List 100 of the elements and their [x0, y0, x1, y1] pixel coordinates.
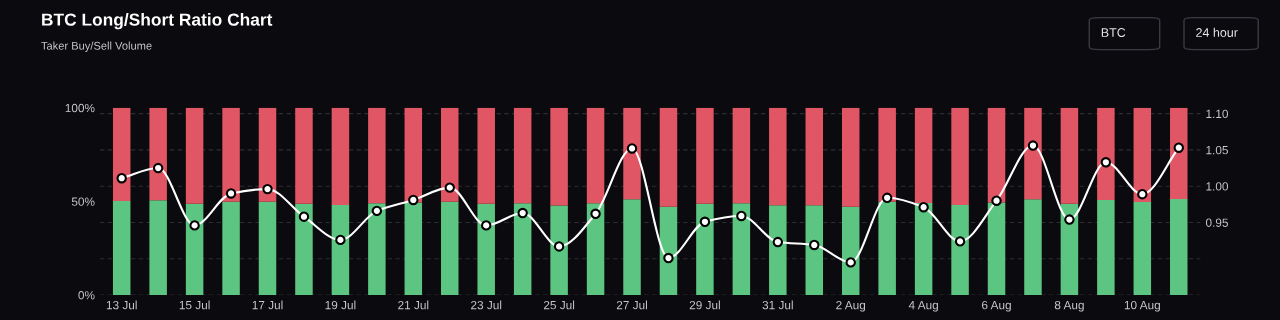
bar — [659, 107, 678, 207]
bar — [112, 200, 131, 296]
point — [189, 220, 200, 231]
bar — [841, 206, 860, 296]
bar — [368, 107, 386, 204]
bar — [441, 201, 459, 296]
point — [298, 211, 310, 222]
point — [991, 195, 1002, 206]
bar — [732, 203, 751, 296]
point — [152, 162, 164, 174]
x-tick-label: 23 Jul — [471, 300, 502, 310]
bar — [951, 205, 969, 296]
y-tick-label: 50% — [71, 197, 95, 206]
bar — [732, 107, 751, 204]
y-tick-label: 100% — [65, 103, 95, 113]
point — [335, 234, 346, 246]
chart-title: BTC Long/Short Ratio Chart — [42, 13, 273, 30]
y2-tick-label: 0.95 — [1205, 218, 1228, 227]
bar — [696, 203, 714, 296]
y2-tick-label: 1.05 — [1206, 145, 1228, 155]
point — [772, 236, 784, 248]
bar — [1060, 203, 1079, 296]
bar — [441, 107, 459, 202]
point — [225, 188, 237, 199]
bar — [769, 205, 787, 296]
point — [1100, 157, 1112, 168]
x-tick-label: 15 Jul — [179, 300, 210, 310]
bar — [185, 107, 204, 204]
bar — [1170, 107, 1188, 200]
bar — [258, 107, 277, 202]
y-tick-label: 0% — [78, 291, 95, 300]
x-tick-label: 2 Aug — [836, 300, 866, 312]
point — [918, 202, 929, 213]
bar — [841, 107, 860, 207]
bar — [1097, 107, 1115, 200]
bar — [914, 107, 933, 203]
x-tick-label: 29 Jul — [689, 300, 720, 310]
x-tick-label: 13 Jul — [106, 300, 137, 310]
bar — [586, 203, 605, 296]
bar — [185, 203, 204, 296]
bar — [1170, 199, 1188, 296]
x-tick-label: 27 Jul — [616, 300, 647, 310]
bar — [258, 201, 277, 296]
point — [663, 252, 674, 264]
bar — [878, 201, 896, 296]
point — [590, 208, 601, 219]
bar — [295, 107, 313, 204]
bar — [513, 203, 532, 296]
x-tick-label: 10 Aug — [1124, 300, 1160, 312]
point — [1173, 142, 1184, 153]
bar — [112, 107, 131, 201]
bar — [295, 203, 313, 296]
point — [262, 183, 273, 195]
bar — [149, 107, 167, 201]
bar — [586, 107, 605, 204]
point — [1027, 140, 1039, 151]
bar — [331, 107, 350, 205]
point — [954, 236, 966, 247]
chart-subtitle: Taker Buy/Sell Volume — [41, 41, 152, 52]
bar — [513, 107, 532, 204]
point — [444, 182, 455, 193]
bar — [987, 107, 1006, 203]
bar — [222, 107, 240, 202]
y2-tick-label: 1.00 — [1206, 182, 1229, 191]
point — [1137, 188, 1148, 200]
x-tick-label: 19 Jul — [325, 300, 356, 310]
point — [517, 207, 528, 219]
y2-tick-label: 1.10 — [1206, 109, 1229, 119]
bar — [1133, 202, 1152, 296]
bar — [222, 201, 240, 296]
bar — [1024, 107, 1042, 200]
bar — [477, 107, 495, 204]
bar — [696, 107, 714, 204]
bar — [477, 203, 495, 296]
point — [845, 257, 856, 268]
bar — [149, 200, 167, 296]
bar — [987, 202, 1006, 296]
point — [1064, 214, 1075, 225]
bar — [659, 206, 678, 296]
x-tick-label: 25 Jul — [543, 300, 575, 310]
bar — [951, 107, 969, 205]
x-tick-label: 4 Aug — [908, 301, 938, 312]
bar — [368, 203, 386, 296]
bar — [404, 202, 423, 296]
point — [626, 143, 638, 154]
bar — [914, 202, 933, 296]
bar — [805, 107, 824, 206]
point — [553, 241, 565, 252]
bar — [623, 199, 641, 296]
bar — [1060, 107, 1079, 204]
point — [881, 192, 893, 204]
bar — [769, 107, 787, 206]
bar — [550, 107, 568, 206]
text: BTC — [1101, 28, 1126, 37]
bar — [1133, 107, 1152, 202]
x-tick-label: 6 Aug — [982, 300, 1011, 312]
point — [371, 205, 383, 217]
text: 24 hour — [1196, 27, 1238, 37]
point — [116, 173, 127, 184]
point — [481, 220, 492, 231]
